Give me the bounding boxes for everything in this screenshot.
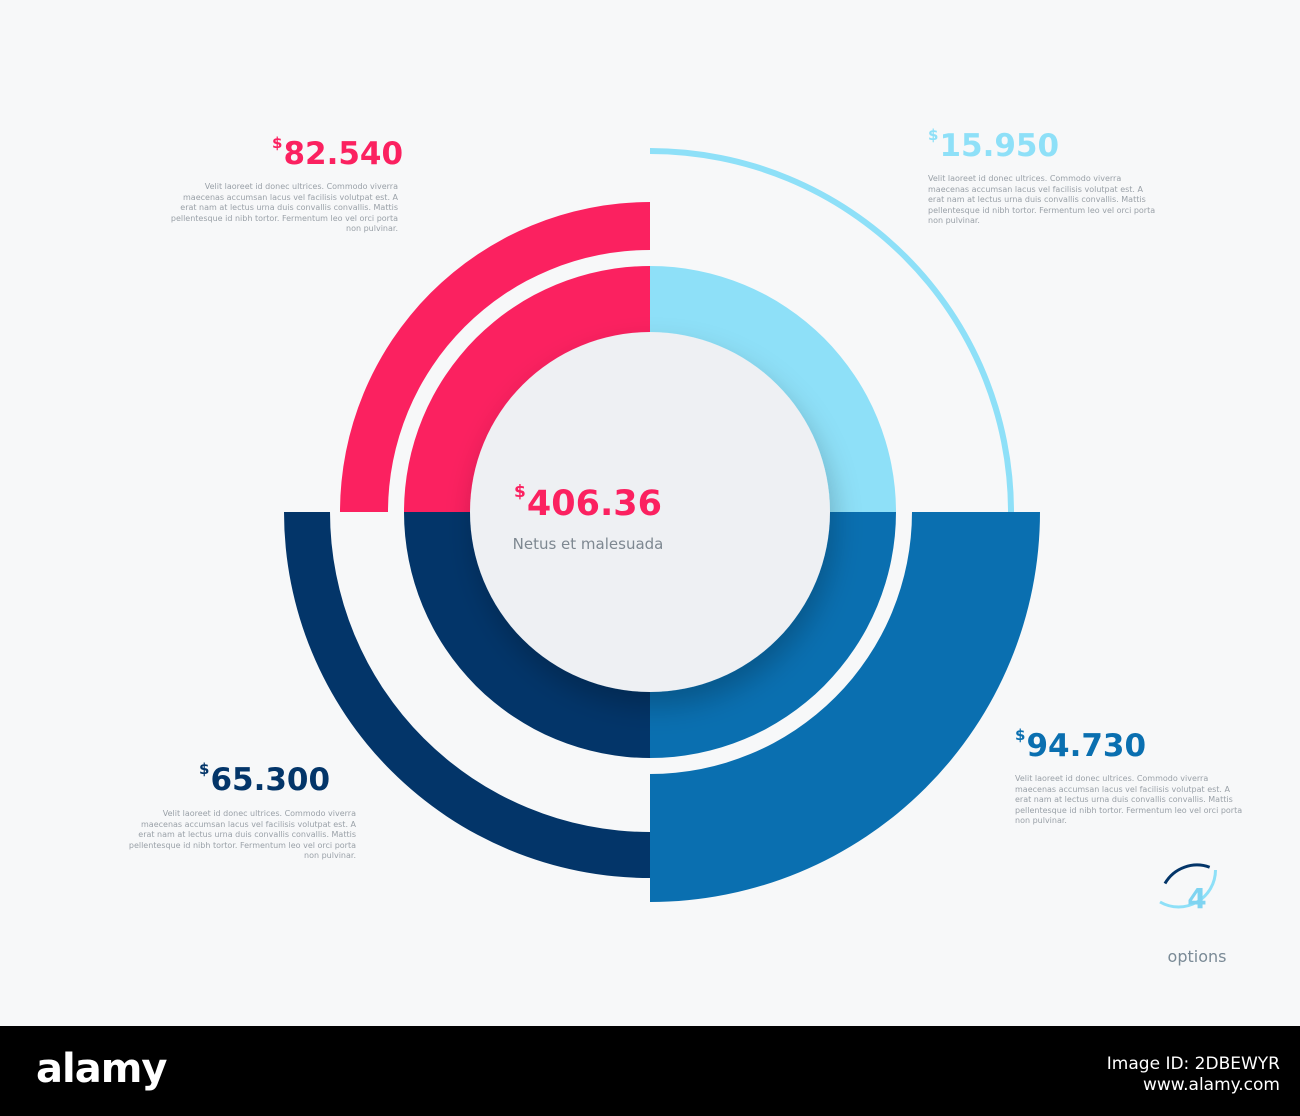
outer-arc-top-left [340,202,650,512]
options-ring [1159,869,1217,909]
center-disc [470,332,830,692]
segment-value-text: 15.950 [939,128,1060,164]
image-id-line: Image ID: 2DBEWYR [1106,1054,1280,1074]
image-id: Image ID: 2DBEWYR www.alamy.com [1107,1054,1280,1096]
segment-description-bottom-left: Velit laoreet id donec ultrices. Commodo… [128,809,356,860]
currency-symbol: $ [928,126,939,144]
segment-value-text: 94.730 [1026,728,1147,764]
center-caption: Netus et malesuada [512,535,664,553]
options-count: 4 [1187,882,1207,915]
center-total-text: 406.36 [526,484,662,524]
options-label: options [1167,947,1227,966]
currency-symbol: $ [514,482,526,502]
segment-description-bottom-right: Velit laoreet id donec ultrices. Commodo… [1015,774,1243,825]
segment-value-bottom-right: $94.730 [1015,726,1147,764]
outer-arc-bottom-left [284,512,650,878]
segment-value-bottom-left: $65.300 [199,760,331,798]
image-url-line: www.alamy.com [1142,1075,1280,1095]
watermark-footer [0,1026,1300,1116]
currency-symbol: $ [1015,726,1026,744]
segment-value-top-left: $82.540 [272,134,404,172]
center-total-value: $406.36 [500,482,676,524]
segment-value-text: 65.300 [210,762,331,798]
segment-description-top-right: Velit laoreet id donec ultrices. Commodo… [928,174,1156,225]
segment-description-top-left: Velit laoreet id donec ultrices. Commodo… [170,182,398,233]
outer-arc-bottom-right [650,512,1040,902]
pie-chart [284,148,1217,909]
segment-value-top-right: $15.950 [928,126,1060,164]
currency-symbol: $ [199,760,210,778]
segment-value-text: 82.540 [283,136,404,172]
brand-logo: alamy [36,1046,167,1092]
options-ring-accent [1163,863,1211,885]
currency-symbol: $ [272,134,283,152]
infographic-canvas: $82.540 Velit laoreet id donec ultrices.… [128,126,1243,966]
